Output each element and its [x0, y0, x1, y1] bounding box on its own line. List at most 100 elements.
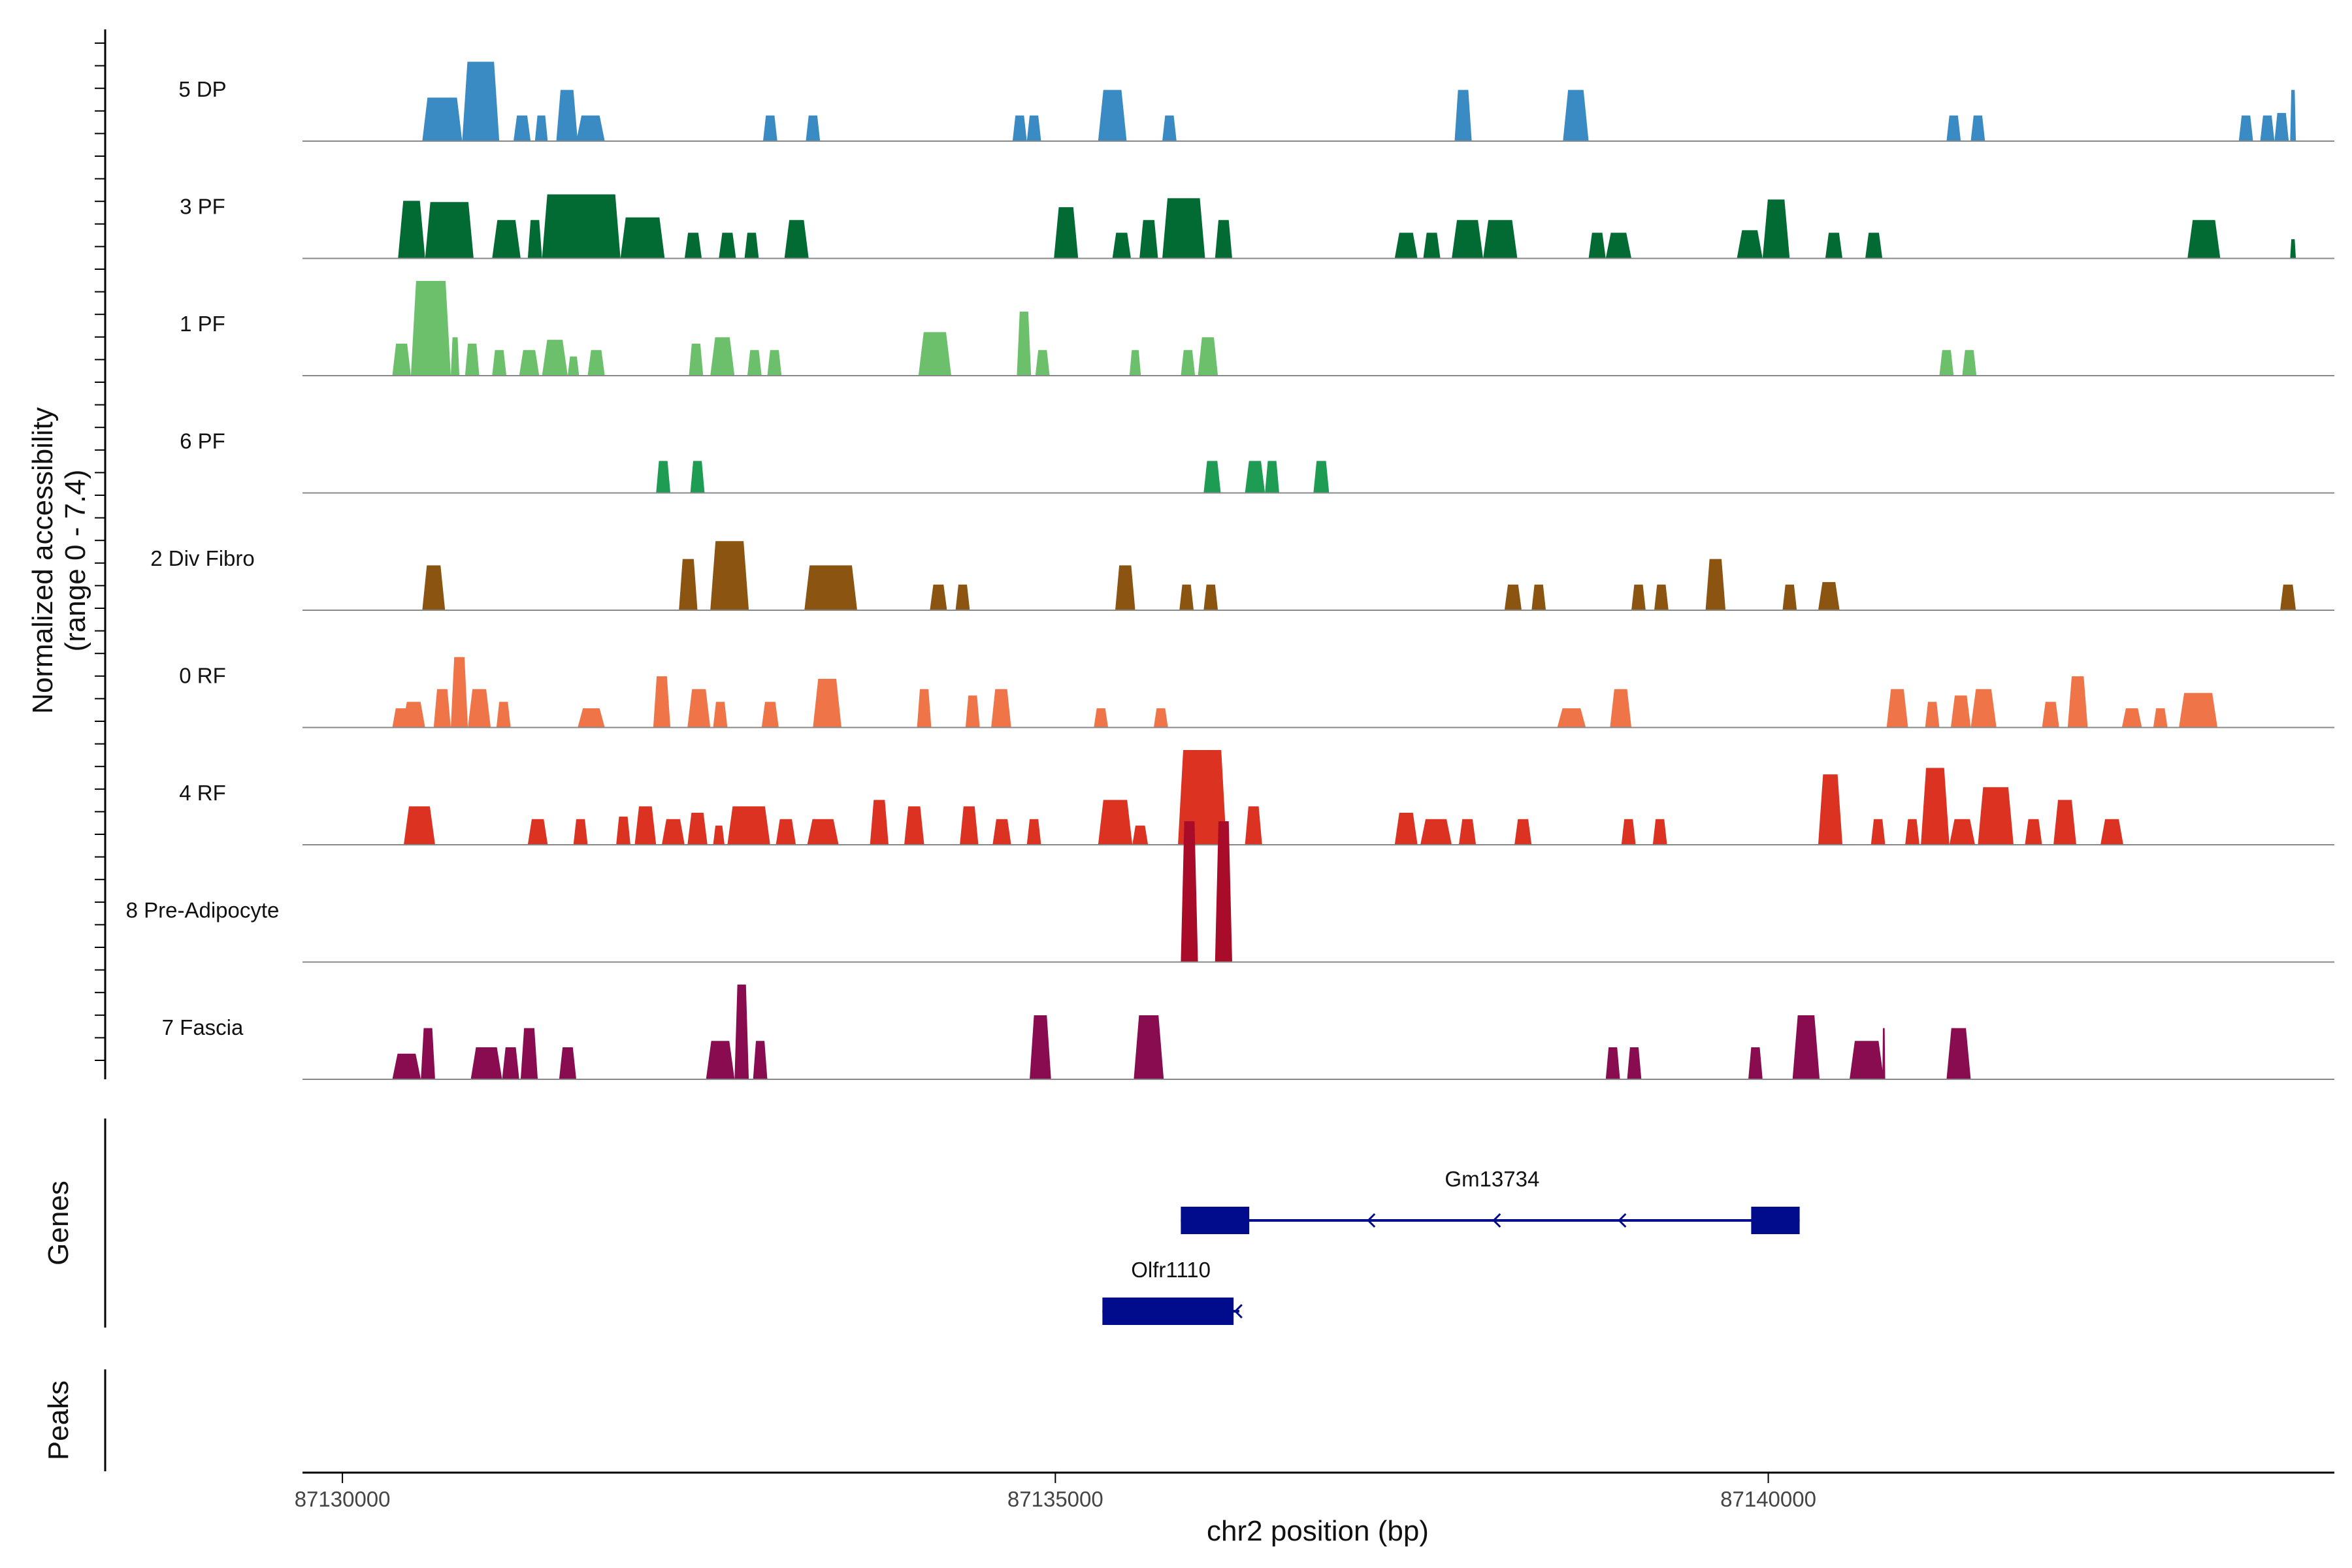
x-tick-label: 87140000	[1720, 1487, 1816, 1511]
accessibility-peak	[573, 819, 588, 845]
accessibility-peak	[1454, 90, 1472, 141]
accessibility-peak	[421, 1028, 435, 1079]
accessibility-peak	[2274, 112, 2289, 141]
accessibility-peak	[656, 461, 671, 493]
x-tick-label: 87130000	[295, 1487, 391, 1511]
track-label: 0 RF	[179, 664, 226, 688]
accessibility-peak	[807, 819, 839, 845]
accessibility-peak	[1094, 708, 1109, 728]
accessibility-peak	[1153, 708, 1168, 728]
accessibility-peak	[1970, 115, 1985, 141]
accessibility-peak	[955, 584, 970, 610]
x-tick-label: 87135000	[1007, 1487, 1103, 1511]
accessibility-peak	[492, 350, 507, 376]
accessibility-peak	[1129, 350, 1141, 376]
accessibility-peak	[1181, 350, 1196, 376]
accessibility-peak	[719, 233, 736, 259]
accessibility-peak	[616, 816, 630, 845]
accessibility-peak	[1605, 1047, 1620, 1079]
accessibility-peak	[470, 1047, 502, 1079]
accessibility-peak	[1198, 337, 1218, 376]
accessibility-peak	[687, 813, 708, 845]
accessibility-peak	[1631, 584, 1646, 610]
accessibility-peak	[1925, 702, 1940, 728]
accessibility-peak	[2187, 220, 2221, 259]
track-label: 3 PF	[180, 195, 225, 219]
accessibility-peak	[2121, 708, 2142, 728]
accessibility-peak	[1112, 233, 1132, 259]
accessibility-peak	[784, 220, 809, 259]
accessibility-peak	[468, 689, 491, 728]
accessibility-peak	[422, 97, 463, 141]
accessibility-peak	[410, 281, 451, 376]
accessibility-peak	[403, 806, 435, 845]
accessibility-peak	[1557, 708, 1586, 728]
accessibility-peak	[1178, 750, 1227, 845]
strand-arrow	[1233, 1303, 1243, 1319]
accessibility-peak	[1905, 819, 1919, 845]
accessibility-peak	[2042, 702, 2059, 728]
accessibility-peak	[1737, 230, 1763, 259]
accessibility-peak	[542, 194, 621, 259]
accessibility-peak	[527, 819, 548, 845]
accessibility-peak	[2067, 676, 2088, 728]
peaks-panel-title: Peaks	[42, 1380, 74, 1460]
accessibility-peak	[634, 806, 657, 845]
accessibility-peak	[433, 689, 451, 728]
accessibility-peak	[2179, 693, 2218, 728]
accessibility-peak	[450, 337, 460, 376]
accessibility-peak	[2053, 800, 2076, 845]
gene-exon	[1102, 1298, 1234, 1325]
accessibility-peak	[813, 679, 841, 728]
accessibility-peak	[753, 1041, 768, 1079]
accessibility-peak	[747, 350, 762, 376]
gene-model: Olfr1110	[1102, 1258, 1243, 1325]
x-axis-title: chr2 position (bp)	[1207, 1515, 1429, 1547]
strand-arrow	[1492, 1213, 1501, 1228]
accessibility-peak	[1825, 233, 1843, 259]
accessibility-peak	[713, 702, 728, 728]
accessibility-peak	[1962, 350, 1977, 376]
accessibility-peak	[2260, 115, 2275, 141]
accessibility-peak	[1132, 825, 1149, 845]
accessibility-peak	[689, 344, 704, 376]
accessibility-peak	[684, 233, 702, 259]
tracks-panel: 5 DP 3 PF 1 PF 6 PF 2 Div Fibro 0 RF 4 RF 8 Pre…	[126, 61, 2334, 1080]
accessibility-peak	[1504, 584, 1522, 610]
accessibility-peak	[1950, 695, 1971, 728]
accessibility-peak	[776, 819, 796, 845]
accessibility-peak	[2290, 90, 2296, 141]
accessibility-peak	[992, 819, 1011, 845]
accessibility-peak	[687, 689, 711, 728]
accessibility-peak	[1098, 90, 1127, 141]
accessibility-peak	[734, 985, 749, 1079]
accessibility-peak	[917, 689, 932, 728]
accessibility-peak	[713, 825, 725, 845]
accessibility-peak	[1610, 689, 1632, 728]
track-label: 6 PF	[180, 429, 225, 453]
accessibility-peak	[1179, 584, 1194, 610]
accessibility-peak	[1949, 819, 1976, 845]
gene-exon	[1181, 1207, 1250, 1234]
accessibility-peak	[710, 541, 749, 610]
accessibility-peak	[559, 1047, 577, 1079]
accessibility-peak	[1818, 774, 1843, 845]
accessibility-peak	[1849, 1041, 1884, 1079]
accessibility-peak	[1652, 819, 1667, 845]
accessibility-peak	[620, 217, 665, 259]
gene-name-label: Gm13734	[1445, 1167, 1539, 1191]
accessibility-peak	[1265, 461, 1279, 493]
accessibility-peak	[422, 565, 446, 610]
y-axis-title-line2: (range 0 - 7.4)	[59, 470, 91, 652]
accessibility-peak	[1139, 220, 1158, 259]
track: 1 PF	[180, 281, 2334, 376]
accessibility-peak	[398, 201, 425, 259]
accessibility-peak	[1483, 220, 1518, 259]
accessibility-peak	[578, 708, 605, 728]
accessibility-peak	[2290, 239, 2296, 259]
accessibility-peak	[1181, 821, 1198, 962]
accessibility-peak	[520, 1028, 538, 1079]
accessibility-peak	[1420, 819, 1452, 845]
gene-model: Gm13734	[1181, 1167, 1800, 1234]
accessibility-peak	[767, 350, 782, 376]
